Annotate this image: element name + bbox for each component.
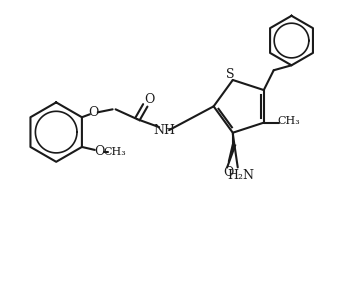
Text: O: O	[144, 93, 155, 106]
Text: NH: NH	[153, 124, 175, 137]
Text: O: O	[224, 166, 234, 179]
Text: CH₃: CH₃	[277, 116, 300, 126]
Text: O: O	[95, 145, 105, 158]
Text: CH₃: CH₃	[103, 147, 126, 157]
Text: S: S	[226, 68, 234, 81]
Text: H₂N: H₂N	[227, 169, 254, 182]
Text: O: O	[89, 106, 99, 119]
